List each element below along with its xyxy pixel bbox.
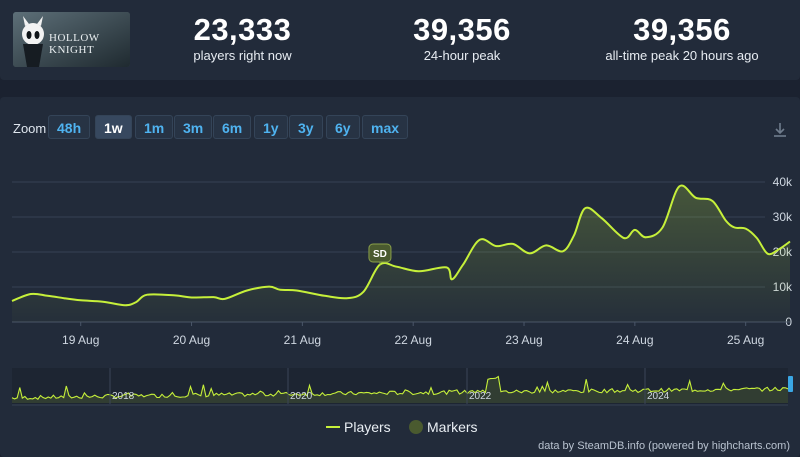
zoom-1w-button[interactable]: 1w xyxy=(95,115,132,139)
zoom-3y-button[interactable]: 3y xyxy=(289,115,323,139)
stats-header: HOLLOW KNIGHT 23,333 players right now 3… xyxy=(0,0,800,80)
zoom-1y-button[interactable]: 1y xyxy=(254,115,288,139)
game-title: HOLLOW KNIGHT xyxy=(49,32,100,56)
peak-24h-label: 24-hour peak xyxy=(423,48,501,63)
game-thumbnail[interactable]: HOLLOW KNIGHT xyxy=(13,12,130,67)
current-players-value: 23,333 xyxy=(193,12,292,47)
download-icon[interactable] xyxy=(771,121,789,139)
peak-24h-value: 39,356 xyxy=(413,12,511,47)
all-time-peak-value: 39,356 xyxy=(633,12,731,47)
zoom-6y-button[interactable]: 6y xyxy=(326,115,360,139)
knight-head-icon xyxy=(22,23,44,45)
zoom-1m-button[interactable]: 1m xyxy=(135,115,174,139)
zoom-3m-button[interactable]: 3m xyxy=(174,115,213,139)
zoom-48h-button[interactable]: 48h xyxy=(48,115,91,139)
current-players-label: players right now xyxy=(193,48,292,63)
zoom-label: Zoom xyxy=(13,121,47,136)
stat-24h-peak: 39,356 24-hour peak xyxy=(392,12,532,64)
zoom-6m-button[interactable]: 6m xyxy=(213,115,252,139)
stat-all-time-peak: 39,356 all-time peak 20 hours ago xyxy=(597,12,767,64)
stat-current-players: 23,333 players right now xyxy=(175,12,310,64)
chart-credit: data by SteamDB.info (powered by highcha… xyxy=(538,440,790,452)
all-time-peak-label: all-time peak 20 hours ago xyxy=(605,48,759,63)
chart-panel xyxy=(0,97,800,457)
zoom-max-button[interactable]: max xyxy=(362,115,409,139)
game-art xyxy=(13,12,130,67)
